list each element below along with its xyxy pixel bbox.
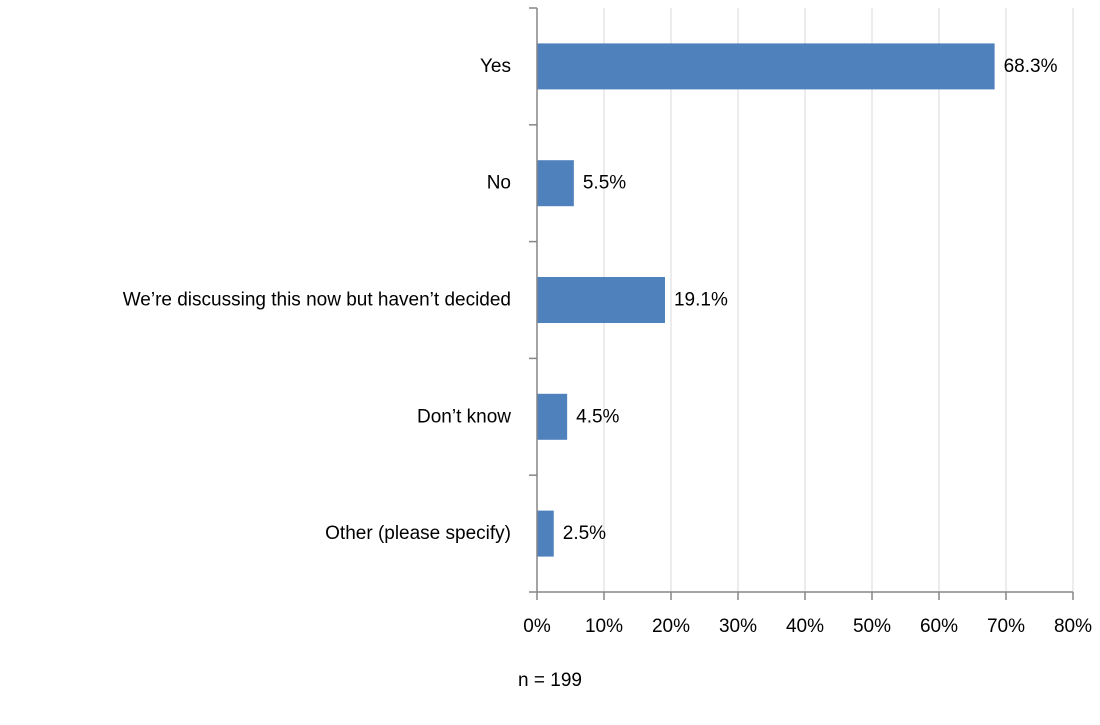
x-tick-label-50: 50% [853, 616, 891, 637]
bar-1 [537, 160, 574, 207]
category-label-2: We’re discussing this now but haven’t de… [123, 290, 511, 311]
category-label-3: Don’t know [417, 406, 511, 427]
x-tick-label-20: 20% [652, 616, 690, 637]
bars [537, 43, 995, 557]
gridlines [603, 8, 1074, 592]
x-tick-label-30: 30% [719, 616, 757, 637]
data-label-2: 19.1% [674, 290, 728, 311]
category-label-1: No [487, 173, 511, 194]
x-tick-label-40: 40% [786, 616, 824, 637]
data-label-1: 5.5% [583, 173, 626, 194]
bar-4 [537, 510, 554, 557]
category-label-4: Other (please specify) [325, 523, 511, 544]
x-tick-label-0: 0% [523, 616, 551, 637]
bar-0 [537, 43, 995, 90]
x-tick-label-80: 80% [1054, 616, 1092, 637]
sample-size-note: n = 199 [518, 670, 582, 691]
x-tick-label-10: 10% [585, 616, 623, 637]
labels: 68.3% Yes 5.5% No 19.1% We’re discussing this… [123, 56, 1092, 637]
x-tick-label-70: 70% [987, 616, 1025, 637]
axes [529, 7, 1074, 600]
bar-2 [537, 277, 665, 323]
bar-3 [537, 393, 568, 440]
data-label-3: 4.5% [576, 406, 619, 427]
category-label-0: Yes [480, 56, 511, 77]
data-label-4: 2.5% [563, 523, 606, 544]
x-tick-label-60: 60% [920, 616, 958, 637]
data-label-0: 68.3% [1004, 56, 1058, 77]
